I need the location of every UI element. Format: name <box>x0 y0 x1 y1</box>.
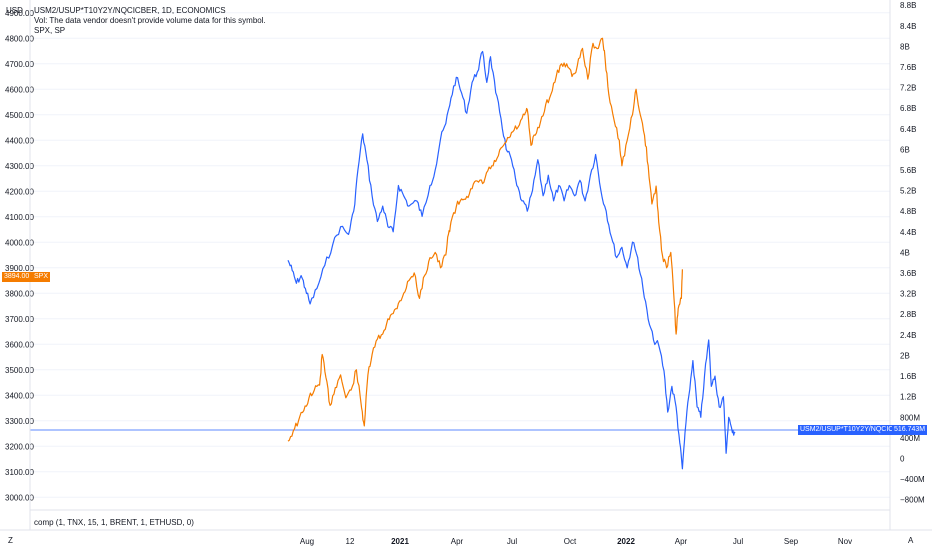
right-tick-label: 5.6B <box>900 166 916 175</box>
right-tick-label: 5.2B <box>900 187 916 196</box>
time-tick-label: Oct <box>564 537 577 546</box>
right-tick-label: 2B <box>900 351 910 360</box>
left-tick-label: 3200.00 <box>5 442 34 451</box>
right-tick-label: 8.4B <box>900 22 916 31</box>
right-tick-label: 2.8B <box>900 310 916 319</box>
right-tick-label: 1.2B <box>900 393 916 402</box>
right-tick-label: 2.4B <box>900 331 916 340</box>
chart-legend[interactable]: USM2/USUP*T10Y2Y/NQCICBER, 1D, ECONOMICS… <box>34 6 266 36</box>
left-tick-label: 3300.00 <box>5 417 34 426</box>
right-tick-label: −400M <box>900 475 925 484</box>
right-tick-label: 1.6B <box>900 372 916 381</box>
right-tick-label: 3.2B <box>900 290 916 299</box>
spx-price-tag: 3894.00 <box>2 272 32 282</box>
left-tick-label: 4100.00 <box>5 213 34 222</box>
time-tick-label: Apr <box>675 537 688 546</box>
left-tick-label: 3000.00 <box>5 493 34 502</box>
main-series-name-tag: USM2/USUP*T10Y2Y/NQCICBER <box>798 425 910 435</box>
study-legend[interactable]: comp (1, TNX, 15, 1, BRENT, 1, ETHUSD, 0… <box>34 518 194 527</box>
left-tick-label: 3500.00 <box>5 366 34 375</box>
right-tick-label: 6.4B <box>900 125 916 134</box>
spx-name-tag: SPX <box>32 272 51 282</box>
time-tick-label: 12 <box>346 537 355 546</box>
right-tick-label: 800M <box>900 413 920 422</box>
left-tick-label: 4400.00 <box>5 136 34 145</box>
left-tick-label: 3800.00 <box>5 289 34 298</box>
left-axis: 3000.00 3100.00 3200.00 3300.00 3400.00 3500.… <box>5 9 34 503</box>
right-tick-label: 4B <box>900 248 910 257</box>
right-tick-label: 4.4B <box>900 228 916 237</box>
compare-symbols[interactable]: SPX, SP <box>34 26 66 35</box>
right-tick-label: 7.2B <box>900 84 916 93</box>
left-tick-label: 4900.00 <box>5 9 34 18</box>
left-tick-label: 4800.00 <box>5 34 34 43</box>
time-tick-label: Aug <box>300 537 314 546</box>
right-tick-label: 6.8B <box>900 104 916 113</box>
right-tick-label: 6B <box>900 145 910 154</box>
left-tick-label: 4200.00 <box>5 187 34 196</box>
zoom-button[interactable]: Z <box>8 536 13 545</box>
volume-note: Vol: The data vendor doesn't provide vol… <box>34 16 266 25</box>
time-tick-label: 2022 <box>617 537 635 546</box>
time-axis: Aug 12 2021 Apr Jul Oct 2022 Apr Jul Sep Nov <box>300 537 852 546</box>
right-axis: −800M −400M 0 400M 800M 1.2B 1.6B 2B 2.4B 2.8B 3.2… <box>900 1 925 505</box>
right-tick-label: 8.8B <box>900 1 916 10</box>
right-tick-label: 400M <box>900 434 920 443</box>
currency-label: USD <box>6 6 23 15</box>
left-tick-label: 4600.00 <box>5 85 34 94</box>
left-tick-label: 4300.00 <box>5 162 34 171</box>
left-tick-label: 4500.00 <box>5 111 34 120</box>
time-tick-label: Apr <box>451 537 464 546</box>
time-tick-label: Jul <box>507 537 517 546</box>
right-tick-label: −800M <box>900 496 925 505</box>
time-tick-label: Jul <box>733 537 743 546</box>
right-tick-label: 7.6B <box>900 63 916 72</box>
series-layer <box>287 37 736 470</box>
right-tick-label: 0 <box>900 454 905 463</box>
time-tick-label: Sep <box>784 537 799 546</box>
grid-layer <box>30 12 890 498</box>
time-tick-label: 2021 <box>391 537 409 546</box>
spx-series-line[interactable] <box>287 37 683 442</box>
main-series-value-tag: 516.743M <box>892 425 928 435</box>
left-tick-label: 3700.00 <box>5 315 34 324</box>
left-tick-label: 3400.00 <box>5 391 34 400</box>
left-tick-label: 3600.00 <box>5 340 34 349</box>
left-tick-label: 3900.00 <box>5 264 34 273</box>
main-series-line[interactable] <box>287 50 736 470</box>
right-tick-label: 4.8B <box>900 207 916 216</box>
left-tick-label: 4000.00 <box>5 238 34 247</box>
right-tick-label: 8B <box>900 42 910 51</box>
time-tick-label: Nov <box>838 537 852 546</box>
left-tick-label: 4700.00 <box>5 60 34 69</box>
auto-scale-button[interactable]: A <box>908 536 914 545</box>
right-tick-label: 3.6B <box>900 269 916 278</box>
symbol-title[interactable]: USM2/USUP*T10Y2Y/NQCICBER, 1D, ECONOMICS <box>34 6 226 15</box>
left-tick-label: 3100.00 <box>5 468 34 477</box>
